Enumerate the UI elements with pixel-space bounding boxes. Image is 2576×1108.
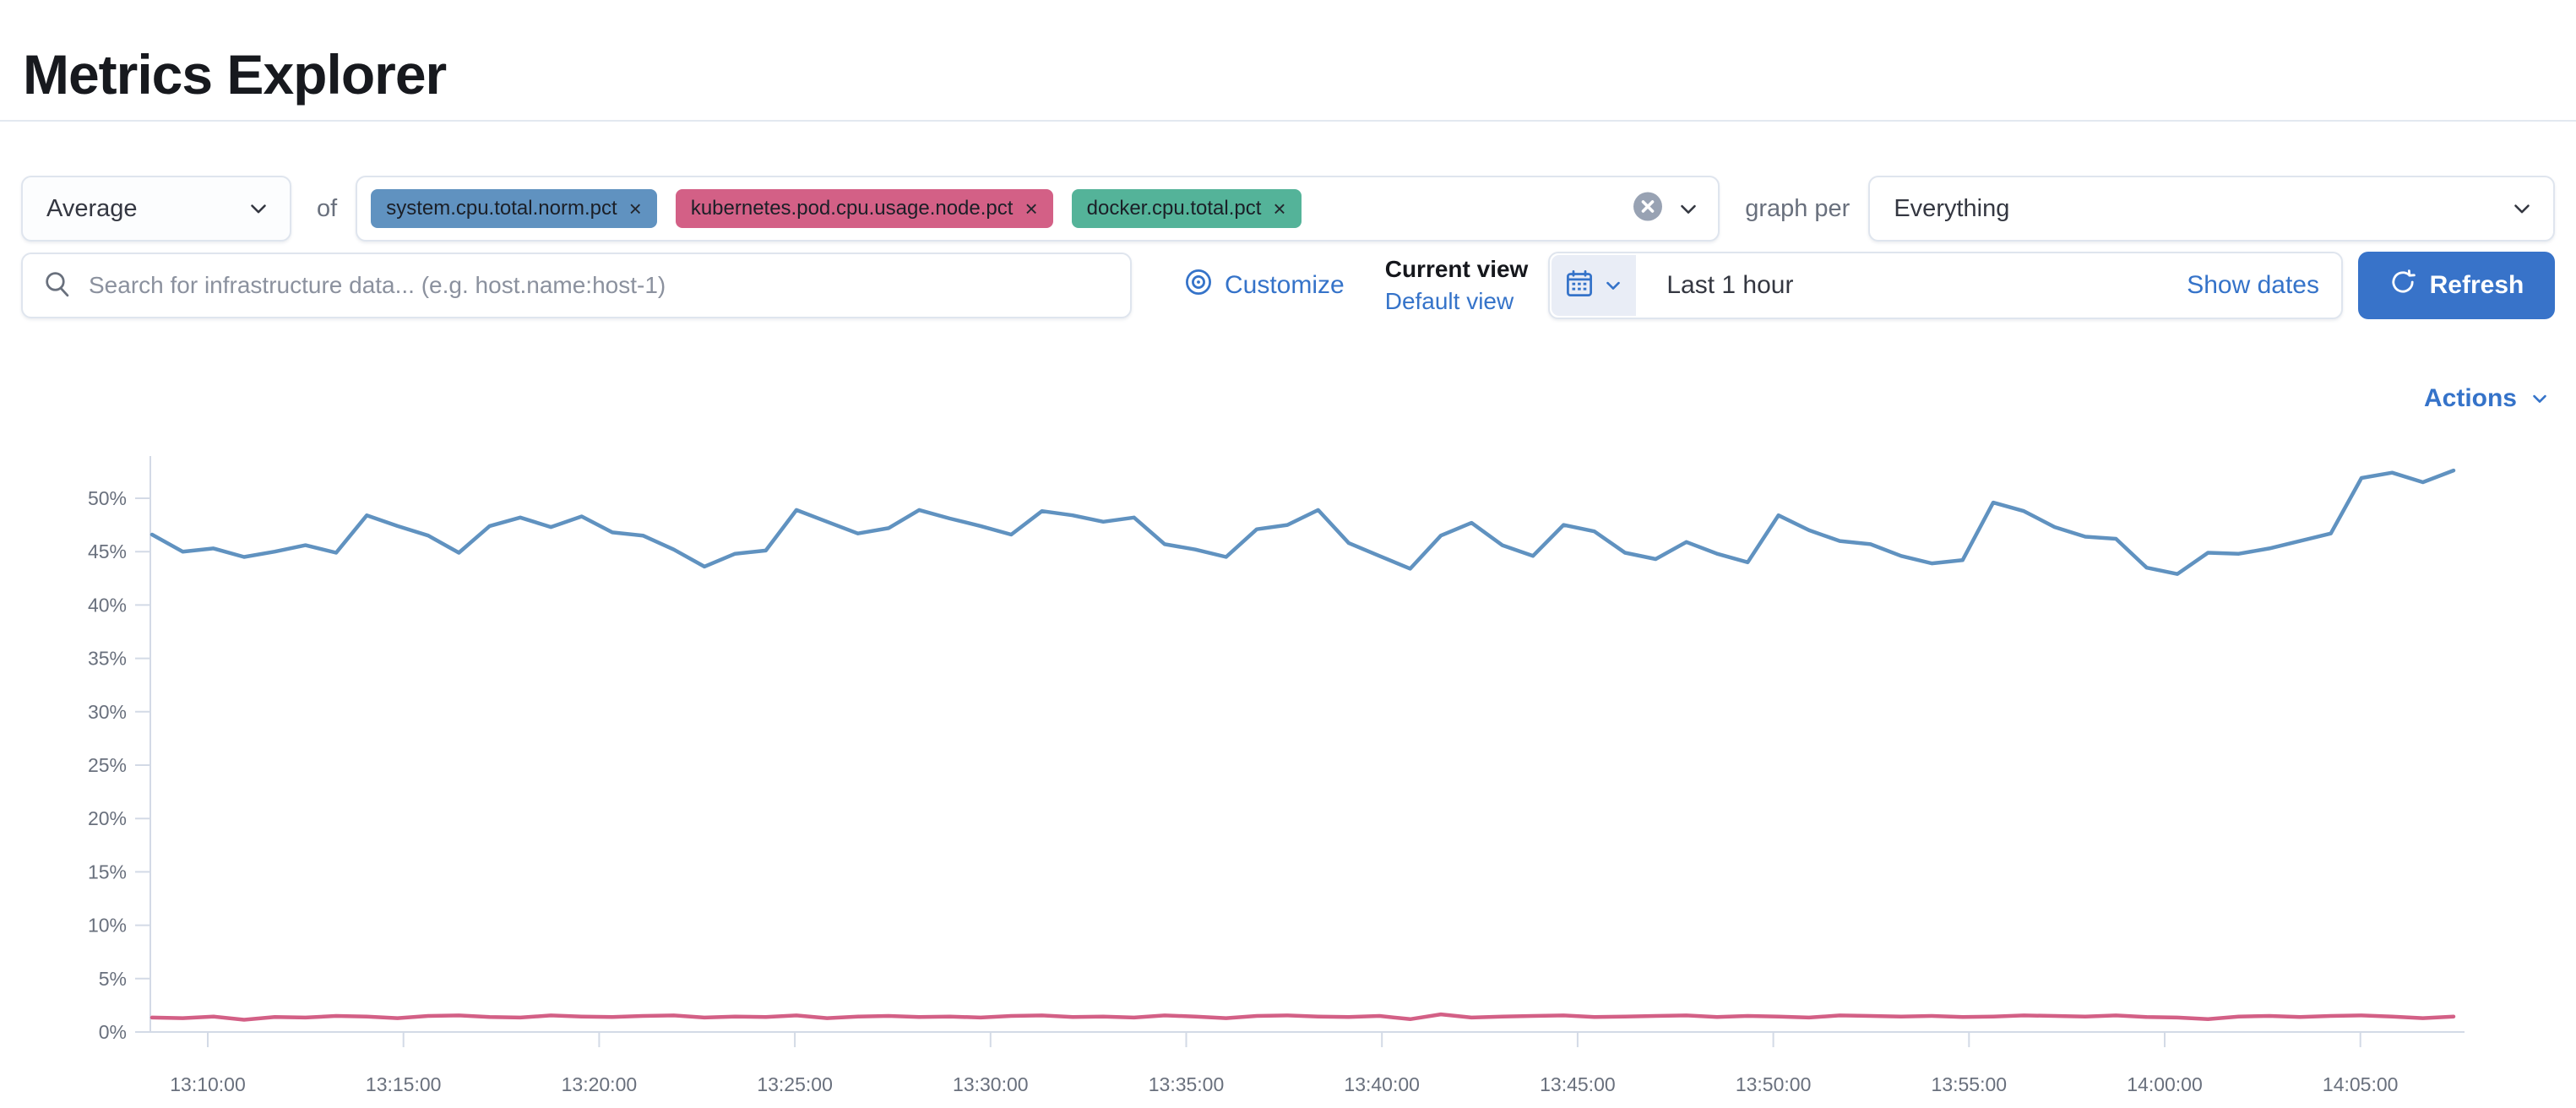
- chevron-down-icon[interactable]: [1676, 196, 1701, 221]
- date-picker-quick-menu[interactable]: [1552, 255, 1637, 316]
- default-view-link[interactable]: Default view: [1384, 288, 1514, 314]
- graph-per-select[interactable]: Everything: [1868, 176, 2555, 242]
- metric-expression-row: Average of system.cpu.total.norm.pct × kub…: [21, 176, 2555, 242]
- x-tick-label: 13:45:00: [1540, 1073, 1616, 1095]
- remove-metric-icon[interactable]: ×: [628, 196, 642, 221]
- chevron-down-icon: [1602, 274, 1624, 296]
- y-tick-label: 30%: [88, 701, 127, 723]
- y-tick-label: 40%: [88, 594, 127, 616]
- time-range-value[interactable]: Last 1 hour: [1666, 271, 1794, 299]
- refresh-icon: [2389, 269, 2416, 302]
- metric-tag-label: docker.cpu.total.pct: [1086, 197, 1262, 220]
- x-tick-label: 13:35:00: [1149, 1073, 1225, 1095]
- header-divider: [0, 120, 2576, 122]
- chevron-down-icon: [2529, 388, 2551, 410]
- chevron-down-icon[interactable]: [246, 196, 271, 221]
- search-field[interactable]: [21, 253, 1132, 318]
- metric-tag-label: system.cpu.total.norm.pct: [386, 197, 617, 220]
- y-tick-label: 25%: [88, 754, 127, 776]
- current-view-label: Current view: [1384, 256, 1529, 282]
- metric-tag[interactable]: system.cpu.total.norm.pct ×: [371, 189, 657, 228]
- metric-tag[interactable]: docker.cpu.total.pct ×: [1071, 189, 1302, 228]
- customize-eye-icon: [1184, 268, 1213, 303]
- date-picker[interactable]: Last 1 hour Show dates: [1548, 252, 2343, 319]
- metric-tag[interactable]: kubernetes.pod.cpu.usage.node.pct ×: [675, 189, 1053, 228]
- x-tick-label: 13:40:00: [1344, 1073, 1420, 1095]
- search-input[interactable]: [87, 271, 1110, 300]
- show-dates-link[interactable]: Show dates: [2187, 271, 2319, 299]
- x-tick-label: 14:05:00: [2323, 1073, 2399, 1095]
- clear-all-metrics-icon[interactable]: [1633, 192, 1663, 225]
- combobox-controls: [1633, 192, 1701, 225]
- remove-metric-icon[interactable]: ×: [1273, 196, 1286, 221]
- aggregation-select-value: Average: [46, 194, 138, 222]
- x-tick-label: 14:00:00: [2127, 1073, 2203, 1095]
- refresh-button[interactable]: Refresh: [2358, 252, 2555, 319]
- metric-tag-list: system.cpu.total.norm.pct × kubernetes.pod…: [371, 189, 1302, 228]
- series-line-1: [149, 1012, 2456, 1022]
- y-tick-label: 0%: [99, 1021, 127, 1043]
- y-tick-label: 35%: [88, 648, 127, 670]
- x-tick-label: 13:55:00: [1932, 1073, 2008, 1095]
- actions-label: Actions: [2423, 384, 2517, 412]
- metrics-combobox[interactable]: system.cpu.total.norm.pct × kubernetes.pod…: [356, 176, 1720, 242]
- y-tick-label: 45%: [88, 540, 127, 562]
- x-tick-label: 13:10:00: [170, 1073, 246, 1095]
- y-tick-label: 10%: [88, 915, 127, 937]
- series-line-0: [149, 468, 2456, 576]
- y-tick-label: 50%: [88, 487, 127, 509]
- of-label: of: [317, 194, 338, 222]
- chevron-down-icon[interactable]: [2509, 196, 2535, 221]
- x-tick-label: 13:15:00: [366, 1073, 442, 1095]
- aggregation-select[interactable]: Average: [21, 176, 291, 242]
- view-switcher: Current view Default view: [1385, 256, 1529, 315]
- customize-button[interactable]: Customize: [1184, 268, 1345, 303]
- chart-actions-menu[interactable]: Actions: [2424, 384, 2551, 413]
- y-tick-label: 20%: [88, 807, 127, 829]
- remove-metric-icon[interactable]: ×: [1024, 196, 1038, 221]
- customize-label: Customize: [1225, 271, 1345, 299]
- page-title: Metrics Explorer: [23, 43, 447, 106]
- y-tick-label: 15%: [88, 861, 127, 883]
- y-tick-label: 5%: [99, 968, 127, 990]
- refresh-label: Refresh: [2429, 271, 2524, 299]
- x-tick-label: 13:25:00: [757, 1073, 833, 1095]
- search-icon: [43, 269, 72, 302]
- calendar-icon: [1565, 269, 1594, 302]
- graph-per-select-value: Everything: [1894, 194, 2010, 222]
- x-tick-label: 13:30:00: [953, 1073, 1029, 1095]
- x-tick-label: 13:20:00: [562, 1073, 638, 1095]
- metric-tag-label: kubernetes.pod.cpu.usage.node.pct: [690, 197, 1014, 220]
- x-tick-label: 13:50:00: [1736, 1073, 1812, 1095]
- search-time-row: Customize Current view Default view: [21, 252, 2555, 319]
- graph-per-label: graph per: [1745, 194, 1850, 222]
